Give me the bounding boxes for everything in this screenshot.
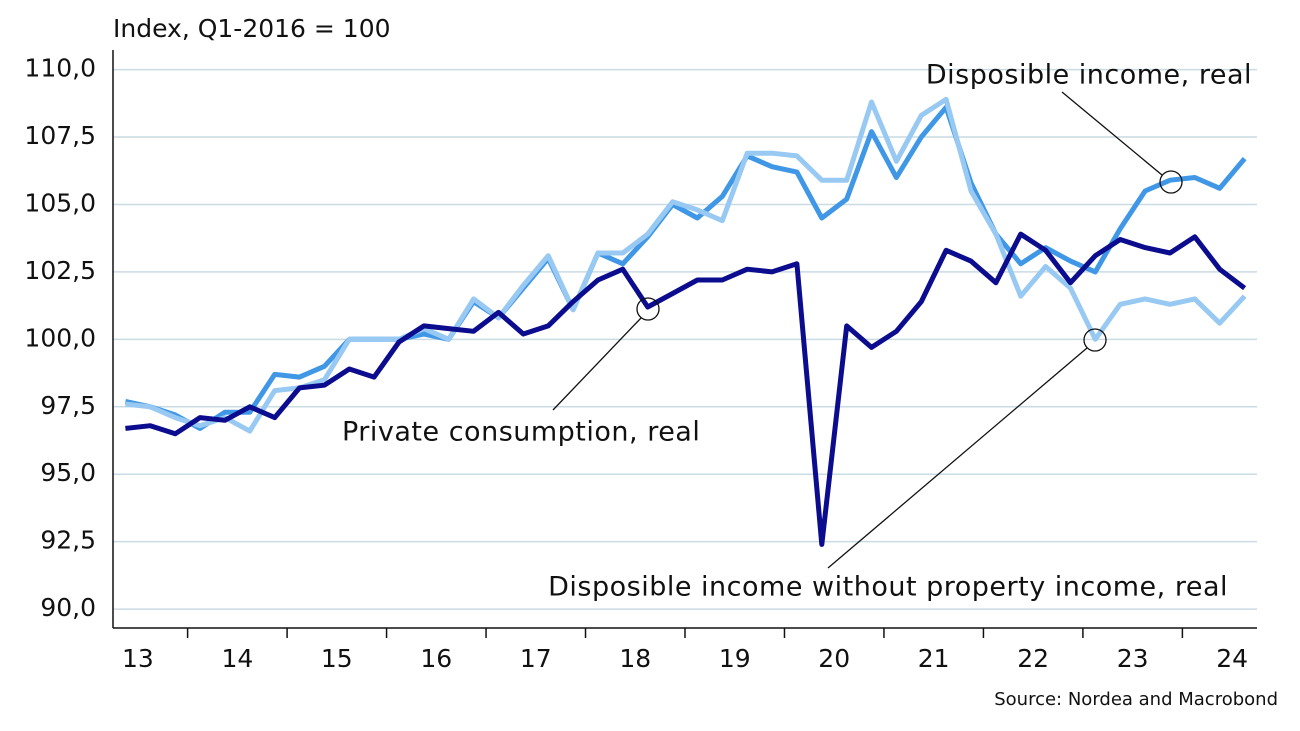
source: Source: Nordea and Macrobond bbox=[994, 689, 1278, 710]
grid bbox=[113, 68, 1257, 610]
y-tick-label: 105,0 bbox=[24, 188, 96, 217]
annotation-leader bbox=[1061, 91, 1163, 176]
annotation-marker bbox=[1083, 328, 1107, 352]
y-tick-label: 102,5 bbox=[24, 256, 96, 285]
y-tick-label: 97,5 bbox=[40, 391, 96, 420]
x-tick-label: 22 bbox=[1017, 644, 1049, 673]
y-tick-label: 100,0 bbox=[24, 323, 96, 352]
y-tick-label: 107,5 bbox=[24, 121, 96, 150]
x-tick-label: 21 bbox=[918, 644, 950, 673]
x-tick-label: 23 bbox=[1117, 644, 1149, 673]
x-tick-label: 17 bbox=[520, 644, 552, 673]
annotation-label: Disposible income without property incom… bbox=[548, 572, 1228, 603]
x-tick-label: 20 bbox=[818, 644, 850, 673]
y-axis-label: Index, Q1-2016 = 100 bbox=[113, 14, 391, 43]
annotation-label: Private consumption, real bbox=[342, 417, 700, 448]
x-tick-label: 15 bbox=[321, 644, 353, 673]
series-line bbox=[125, 96, 1247, 434]
x-tick-label: 24 bbox=[1216, 644, 1248, 673]
annotation-marker bbox=[636, 297, 660, 321]
x-tick-label: 18 bbox=[619, 644, 651, 673]
series-line bbox=[124, 104, 1247, 431]
y-tick-label: 90,0 bbox=[40, 593, 96, 622]
x-tick-label: 14 bbox=[221, 644, 253, 673]
annotation-marker bbox=[1159, 170, 1183, 194]
annotations: Disposible income, real Private consumpt… bbox=[342, 60, 1252, 603]
annotation-leader bbox=[552, 317, 642, 411]
y-tick-label: 95,0 bbox=[40, 458, 96, 487]
x-tick-label: 19 bbox=[719, 644, 751, 673]
y-tick-label: 110,0 bbox=[24, 54, 96, 83]
annotation-leader bbox=[827, 347, 1088, 569]
lines bbox=[124, 96, 1247, 547]
x-tick-label: 13 bbox=[122, 644, 154, 673]
y-tick-label: 92,5 bbox=[40, 526, 96, 555]
x-tick-label: 16 bbox=[420, 644, 452, 673]
series-line bbox=[125, 231, 1247, 547]
annotation-label: Disposible income, real bbox=[926, 60, 1252, 91]
